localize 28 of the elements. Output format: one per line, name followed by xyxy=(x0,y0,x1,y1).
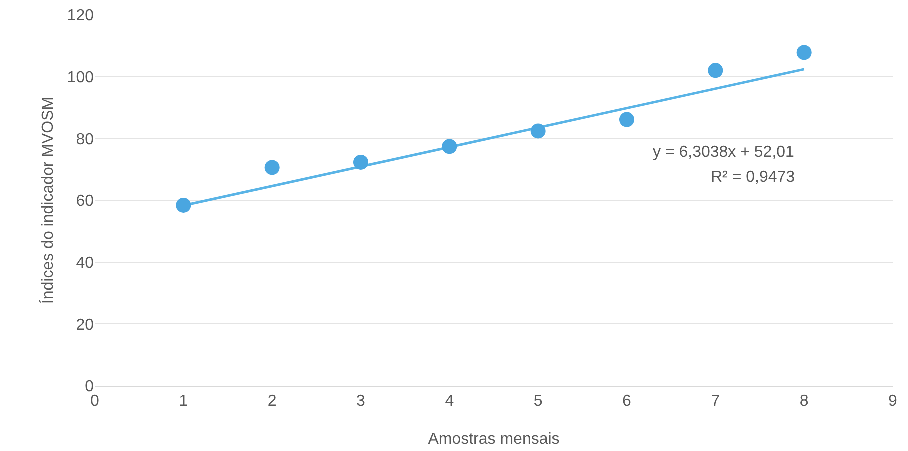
x-tick-label: 7 xyxy=(711,393,720,410)
annotation: y = 6,3038x + 52,01 xyxy=(653,144,795,161)
y-tick-label: 120 xyxy=(67,8,94,25)
point xyxy=(264,160,280,176)
point xyxy=(708,63,724,78)
point xyxy=(620,112,634,128)
point xyxy=(442,139,458,154)
x-tick-label: 8 xyxy=(800,393,809,410)
x-tick-label: 9 xyxy=(888,393,898,410)
x-tick-label: 4 xyxy=(445,393,454,410)
point xyxy=(530,124,546,139)
annotation: R² = 0,9473 xyxy=(711,169,796,186)
y-tick-label: 60 xyxy=(76,193,94,210)
point xyxy=(354,154,368,170)
point xyxy=(796,45,812,60)
point xyxy=(176,198,192,213)
y-tick-label: 100 xyxy=(67,69,94,86)
x-tick-label: 3 xyxy=(356,393,366,410)
x-tick-label: 5 xyxy=(534,393,543,410)
x-axis-title: Amostras mensais xyxy=(428,431,560,448)
x-tick-label: 6 xyxy=(622,393,632,410)
y-tick-label: 0 xyxy=(85,378,94,396)
x-tick-label: 2 xyxy=(268,393,277,410)
y-tick-label: 80 xyxy=(76,131,94,148)
y-axis-title: Índices do indicador MVOSM xyxy=(39,96,57,304)
y-tick-label: 20 xyxy=(76,316,94,334)
x-tick-label: 1 xyxy=(179,393,188,410)
y-tick-label: 40 xyxy=(76,254,94,272)
